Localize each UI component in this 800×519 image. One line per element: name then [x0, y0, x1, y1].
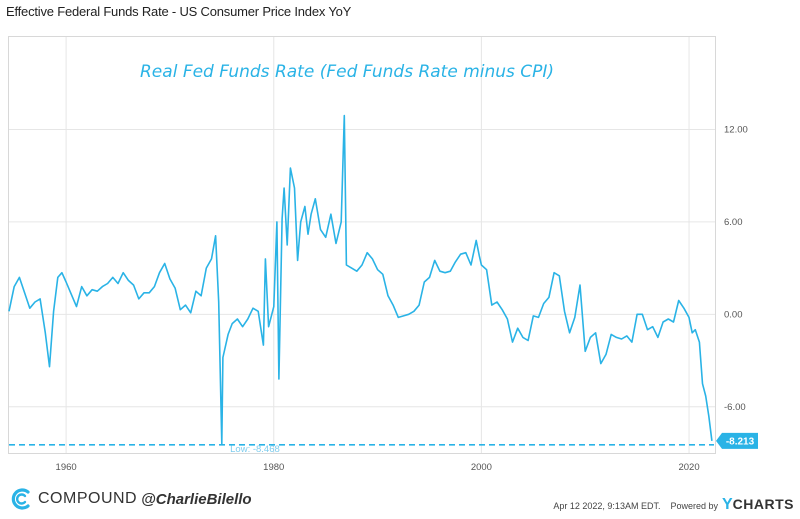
footer: Apr 12 2022, 9:13AM EDT. Powered by Y CH…	[553, 496, 794, 514]
y-tick-label: 0.00	[724, 309, 743, 320]
last-value-label: -8.213	[726, 436, 755, 447]
low-annotation-label: Low: -8.468	[230, 444, 280, 455]
y-tick-label: -6.00	[724, 402, 746, 413]
label-layer: 12.00 6.00 0.00 -6.00 1960 1980 2000 2020 Low: -…	[56, 124, 758, 473]
ycharts-logo-y: Y	[721, 496, 733, 513]
y-tick-label: 12.00	[724, 124, 748, 135]
x-tick-label: 1960	[56, 462, 77, 473]
x-tick-label: 2000	[471, 462, 492, 473]
brand-name: COMPOUND	[38, 490, 138, 507]
series-line-real-fed-funds	[8, 114, 713, 445]
compound-logo-icon	[11, 488, 30, 510]
x-tick-label: 1980	[263, 462, 284, 473]
brand-block: COMPOUND @CharlieBilello	[8, 486, 252, 512]
x-tick-label: 2020	[678, 462, 699, 473]
footer-powered-by: Powered by	[670, 501, 718, 511]
footer-timestamp: Apr 12 2022, 9:13AM EDT.	[553, 501, 661, 511]
brand-handle: @CharlieBilello	[141, 490, 252, 508]
chart-annotation: Real Fed Funds Rate (Fed Funds Rate minu…	[140, 62, 555, 82]
plot-frame	[8, 36, 716, 454]
last-value-tag	[716, 432, 758, 449]
grid-layer	[9, 37, 715, 453]
chart-title: Effective Federal Funds Rate - US Consum…	[6, 4, 352, 19]
y-tick-label: 6.00	[724, 217, 743, 228]
ycharts-logo-text: CHARTS	[732, 496, 794, 512]
line-layer	[8, 114, 714, 446]
